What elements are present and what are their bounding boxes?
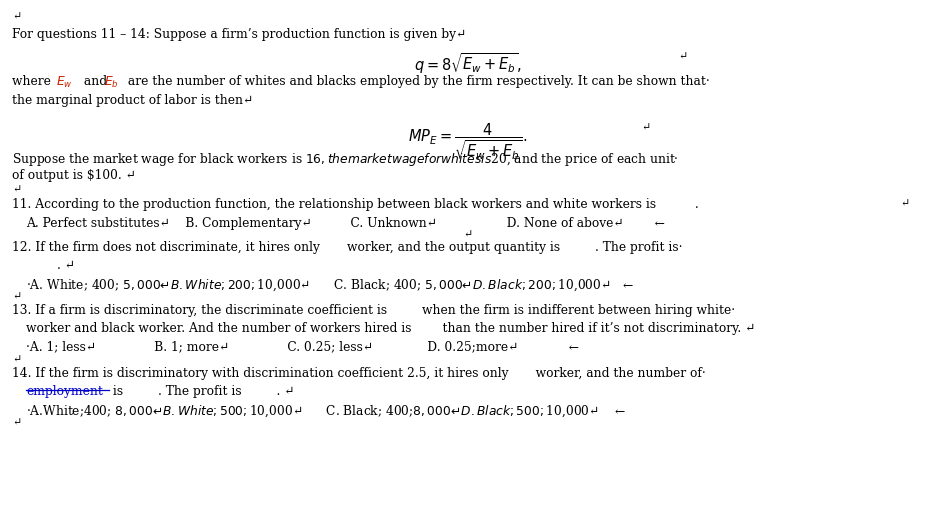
Text: and: and bbox=[80, 76, 110, 88]
Text: where: where bbox=[12, 76, 55, 88]
Text: employment: employment bbox=[26, 385, 103, 398]
Text: 11. According to the production function, the relationship between black workers: 11. According to the production function… bbox=[12, 199, 699, 211]
Text: ↵: ↵ bbox=[12, 354, 22, 364]
Text: ↵: ↵ bbox=[900, 199, 910, 209]
Text: are the number of whites and blacks employed by the firm respectively. It can be: are the number of whites and blacks empl… bbox=[124, 76, 710, 88]
Text: ↵: ↵ bbox=[12, 291, 22, 301]
Text: 14. If the firm is discriminatory with discrimination coefficient 2.5, it hires : 14. If the firm is discriminatory with d… bbox=[12, 367, 706, 380]
Text: 12. If the firm does not discriminate, it hires only       worker, and the outpu: 12. If the firm does not discriminate, i… bbox=[12, 241, 682, 254]
Text: the marginal product of labor is then↵: the marginal product of labor is then↵ bbox=[12, 93, 254, 107]
Text: ↵: ↵ bbox=[641, 122, 651, 132]
Text: ↵: ↵ bbox=[12, 185, 22, 195]
Text: $MP_E = \dfrac{4}{\sqrt{E_w+E_b}}.$: $MP_E = \dfrac{4}{\sqrt{E_w+E_b}}.$ bbox=[408, 122, 528, 162]
Text: of output is $100. ↵: of output is $100. ↵ bbox=[12, 169, 136, 182]
Text: ·A. White; 400; $5,000↵      B. White; 200; $10,000↵      C. Black; 400; $5,000↵: ·A. White; 400; $5,000↵ B. White; 200; $… bbox=[26, 278, 634, 293]
Text: ↵: ↵ bbox=[12, 12, 22, 22]
Text: $E_w$: $E_w$ bbox=[56, 76, 73, 90]
Text: ·A. 1; less↵               B. 1; more↵               C. 0.25; less↵             : ·A. 1; less↵ B. 1; more↵ C. 0.25; less↵ bbox=[26, 341, 579, 353]
Text: $q = 8\sqrt{E_w + E_b},$: $q = 8\sqrt{E_w + E_b},$ bbox=[414, 52, 522, 76]
Text: ↵: ↵ bbox=[463, 229, 473, 239]
Text: $E_b$: $E_b$ bbox=[104, 76, 119, 90]
Text: For questions 11 – 14: Suppose a firm’s production function is given by↵: For questions 11 – 14: Suppose a firm’s … bbox=[12, 28, 466, 41]
Text: ↵: ↵ bbox=[12, 417, 22, 427]
Text: ·A.White;400; $8,000↵       B. White; 500; $10,000↵      C. Black; 400;$8,000↵  : ·A.White;400; $8,000↵ B. White; 500; $10… bbox=[26, 403, 626, 419]
Text: . ↵: . ↵ bbox=[26, 259, 75, 272]
Text: Suppose the market wage for black workers is $16, the market wage for whites is : Suppose the market wage for black worker… bbox=[12, 151, 679, 168]
Text: A. Perfect substitutes↵    B. Complementary↵          C. Unknown↵               : A. Perfect substitutes↵ B. Complementary… bbox=[26, 216, 665, 230]
Text: 13. If a firm is discriminatory, the discriminate coefficient is         when th: 13. If a firm is discriminatory, the dis… bbox=[12, 304, 736, 317]
Text: is         . The profit is         . ↵: is . The profit is . ↵ bbox=[109, 385, 294, 398]
Text: ↵: ↵ bbox=[679, 52, 688, 62]
Text: worker and black worker. And the number of workers hired is        than the numb: worker and black worker. And the number … bbox=[26, 322, 755, 335]
